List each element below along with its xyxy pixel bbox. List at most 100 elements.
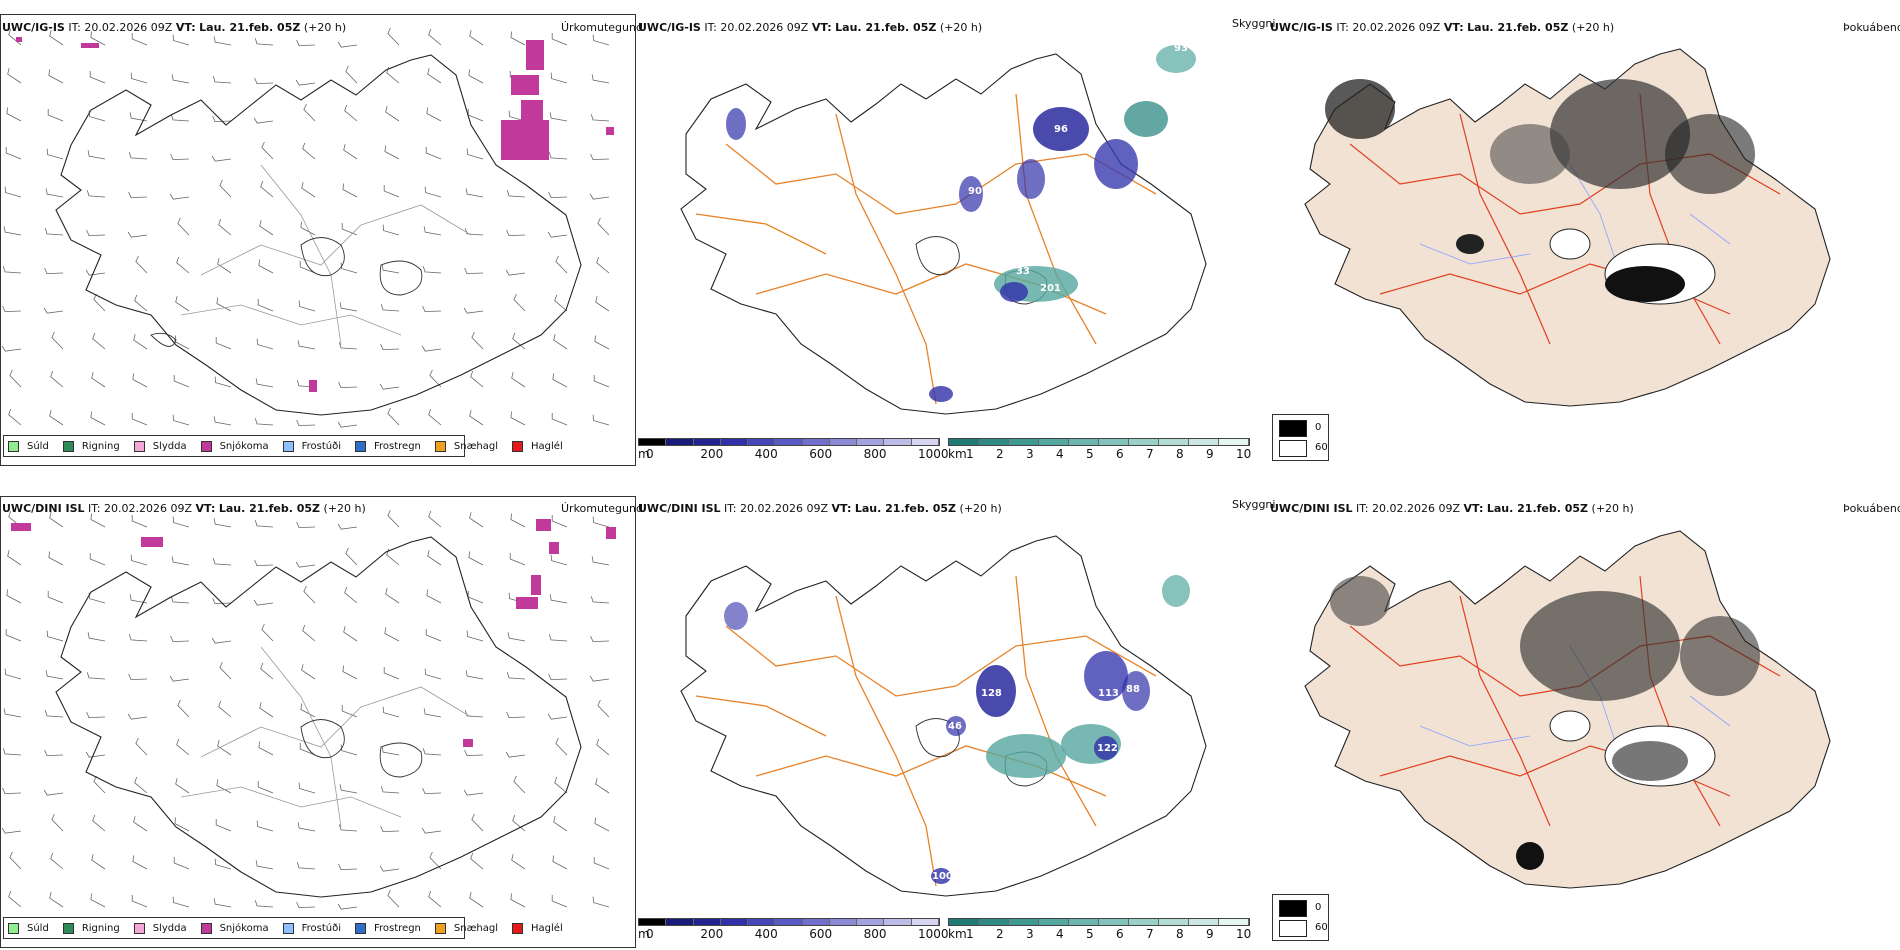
wind-barb	[8, 408, 22, 426]
km-tick-label: 1	[966, 447, 974, 461]
wind-barb	[380, 304, 400, 312]
wind-barb	[547, 713, 568, 720]
wind-barb	[429, 851, 442, 870]
wind-barb	[592, 896, 610, 908]
wind-barb	[387, 509, 400, 528]
wind-barb	[428, 28, 442, 46]
vt-label: VT:	[175, 21, 196, 34]
iceland-land	[1304, 530, 1831, 889]
vt-value: Lau. 21.feb. 05Z	[199, 21, 301, 34]
height-tick-label: 400	[754, 927, 778, 941]
wind-barb	[547, 231, 568, 238]
wind-barb	[513, 293, 526, 312]
km-segment	[1219, 439, 1249, 445]
lead-time: (+20 h)	[1571, 21, 1615, 34]
km-segment	[949, 919, 979, 925]
wind-barb	[86, 672, 106, 680]
wind-barb	[466, 148, 484, 160]
wind-barb	[590, 153, 610, 161]
fog-legend-min: 0	[1315, 902, 1322, 913]
km-tick-label: 2	[996, 447, 1004, 461]
wind-barb	[387, 27, 400, 46]
wind-barb	[590, 596, 610, 604]
roads	[695, 575, 1157, 887]
legend-item: Súld	[8, 922, 49, 934]
wind-barb	[131, 33, 148, 46]
wind-barb	[509, 553, 526, 566]
wind-barb	[344, 104, 358, 122]
legend-label: Snæhagl	[453, 440, 499, 452]
km-tick-label: 4	[1056, 927, 1064, 941]
wind-barb	[383, 667, 400, 680]
wind-barb	[387, 889, 400, 908]
wind-barb	[177, 217, 190, 236]
wind-barb	[551, 413, 568, 426]
wind-barb	[593, 857, 610, 870]
wind-barb	[44, 749, 64, 757]
wind-barb	[296, 419, 316, 427]
iceland-outline	[680, 53, 1207, 415]
legend-label: Súld	[27, 922, 49, 934]
wind-barb	[471, 813, 484, 832]
wind-barb	[379, 865, 400, 872]
km-segment	[1159, 919, 1189, 925]
wind-barb	[4, 668, 22, 680]
wind-barb	[173, 857, 190, 870]
wind-barb	[213, 36, 232, 46]
wind-barb	[506, 190, 526, 198]
wind-barb	[592, 516, 610, 528]
wind-barb	[175, 296, 190, 312]
height-tick-label: 200	[700, 447, 724, 461]
km-segment	[979, 439, 1009, 445]
precip-title-ig: Úrkomutegund	[561, 21, 643, 34]
vt-value: Lau. 21.feb. 05Z	[1486, 502, 1589, 515]
wind-barb	[93, 293, 106, 312]
header-vis-ig: UWC/IG-IS IT: 20.02.2026 09Z VT: Lau. 21…	[638, 21, 982, 34]
wind-barb	[132, 855, 148, 870]
wind-barb	[591, 556, 610, 566]
wind-barb	[215, 819, 232, 832]
vis-panel-ig: 96 57 201 33 90 93	[636, 14, 1276, 464]
wind-barb	[170, 635, 190, 643]
km-segment	[1009, 439, 1039, 445]
wind-barb	[6, 589, 22, 604]
wind-barb	[260, 662, 274, 680]
height-segment	[666, 919, 694, 925]
wind-barb	[549, 594, 568, 604]
wind-barb	[594, 817, 610, 832]
height-tick-label: 800	[863, 927, 887, 941]
wind-barb	[48, 69, 64, 84]
wind-barb	[592, 34, 610, 46]
wind-barb	[340, 262, 358, 274]
precip-legend: Súld Rigning Slydda Snjókoma Frostúði Frostre…	[3, 917, 563, 939]
wind-barb	[337, 421, 358, 428]
wind-barb	[510, 513, 526, 528]
vis-title-ig: Skyggni	[1232, 17, 1276, 30]
wind-barb	[596, 738, 610, 756]
wind-barb	[2, 748, 22, 756]
fog-title-ig: Þokuábendi	[1843, 21, 1900, 34]
fog-legend-max: 60	[1315, 442, 1328, 453]
wind-barb	[552, 855, 568, 870]
km-tick-label: 8	[1176, 447, 1184, 461]
vis-value-labels: 128 100 113 122 88 46	[932, 684, 1140, 882]
wind-barb	[215, 337, 232, 350]
wind-barb	[513, 775, 526, 794]
wind-barb	[88, 110, 106, 122]
it-label: IT:	[1356, 502, 1369, 515]
km-tick-label: 7	[1146, 447, 1154, 461]
wind-barb	[128, 152, 148, 160]
km-segment	[1039, 919, 1069, 925]
wind-barb	[89, 71, 106, 84]
height-segment	[693, 439, 721, 445]
wind-barb	[1, 345, 22, 352]
wind-barb	[45, 188, 64, 198]
legend-item: Frostúði	[282, 440, 341, 452]
vis-map-dini: 128 100 113 122 88 46	[680, 535, 1207, 897]
height-segment	[720, 919, 749, 925]
wind-barb	[253, 117, 274, 124]
precip-panel-ig: Súld Rigning Slydda Snjókoma Frostúði Frostre…	[0, 14, 636, 466]
wind-barb	[131, 515, 148, 528]
wind-barb	[554, 776, 568, 794]
wind-barb	[172, 516, 190, 528]
